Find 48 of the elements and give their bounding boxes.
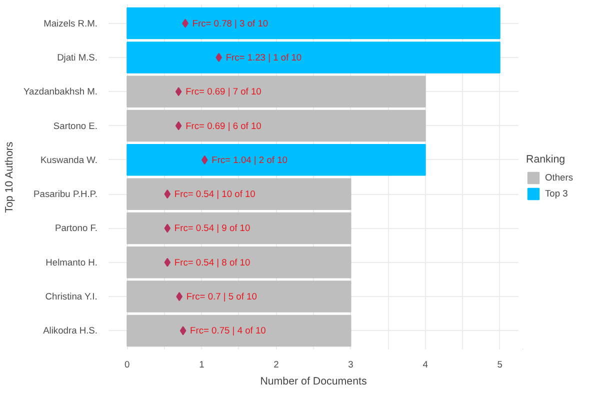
bar <box>126 314 352 347</box>
y-tick-label: Pasaribu P.H.P. <box>34 189 98 200</box>
point <box>201 155 208 164</box>
data-label: Frc= 0.54 | 9 of 10 <box>174 223 250 234</box>
legend-title: Ranking <box>526 153 566 165</box>
y-tick-label: Partono F. <box>54 223 98 234</box>
bar <box>126 76 426 108</box>
data-label: Frc= 0.75 | 4 of 10 <box>190 326 266 336</box>
data-label: Frc= 0.69 | 6 of 10 <box>186 120 262 131</box>
y-tick-label: Yazdanbakhsh M. <box>24 86 98 97</box>
point <box>164 190 171 199</box>
bar <box>126 246 352 278</box>
x-tick-label: 2 <box>274 360 279 370</box>
bar <box>126 212 352 244</box>
bar <box>126 42 500 74</box>
x-tick-label: 5 <box>497 360 502 370</box>
y-tick-label: Djati M.S. <box>57 52 98 62</box>
y-tick-label: Kuswanda W. <box>40 154 98 165</box>
y-tick-label: Sartono E. <box>53 120 98 131</box>
point <box>164 224 171 233</box>
data-label: Frc= 1.23 | 1 of 10 <box>226 52 302 62</box>
bar <box>126 280 352 312</box>
data-label: Frc= 0.54 | 10 of 10 <box>174 189 256 200</box>
point <box>164 258 171 267</box>
data-label: Frc= 0.7 | 5 of 10 <box>186 292 257 302</box>
data-label: Frc= 0.78 | 3 of 10 <box>192 18 268 28</box>
y-tick-label: Maizels R.M. <box>44 18 98 28</box>
bar <box>126 110 426 142</box>
x-tick-label: 1 <box>199 360 204 370</box>
x-tick-label: 3 <box>348 360 354 370</box>
data-label: Frc= 0.54 | 8 of 10 <box>174 257 250 268</box>
x-axis-title: Number of Documents <box>260 376 367 388</box>
y-tick-label: Alikodra H.S. <box>43 326 98 336</box>
legend-label: Others <box>545 171 573 183</box>
point <box>180 326 186 336</box>
data-label: Frc= 1.04 | 2 of 10 <box>212 154 288 165</box>
point <box>175 87 182 96</box>
y-tick-label: Christina Y.I. <box>45 292 98 302</box>
point <box>175 121 182 130</box>
data-label: Frc= 0.69 | 7 of 10 <box>186 86 262 97</box>
bar <box>126 178 352 210</box>
legend-label: Top 3 <box>545 187 568 199</box>
y-tick-label: Helmanto H. <box>46 257 98 268</box>
x-tick-label: 4 <box>422 360 428 370</box>
bar <box>126 144 426 176</box>
x-tick-label: 0 <box>124 360 130 370</box>
y-axis-title: Top 10 Authors <box>4 142 16 213</box>
bar <box>126 7 500 40</box>
